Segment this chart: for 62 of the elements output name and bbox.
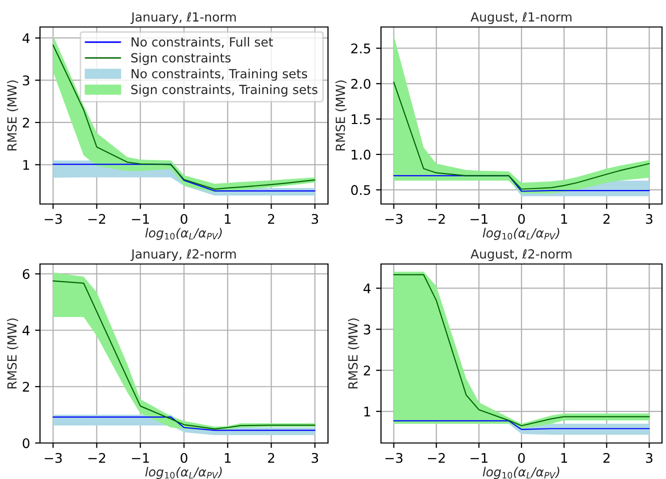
y-tick-label: 3 <box>364 324 370 334</box>
x-tick-label: 3 <box>312 214 318 224</box>
x-tick-label: −1 <box>470 453 488 463</box>
y-tick-label: 1 <box>364 406 370 416</box>
x-tick-label: −3 <box>385 214 402 224</box>
chart-title: January, ℓ2-norm <box>130 249 236 262</box>
y-tick-label: 1 <box>23 160 30 170</box>
x-axis-title: log$_{10}$(α$_{L}$/α$_{PV}$) <box>482 466 560 479</box>
x-tick-label: −1 <box>132 214 149 224</box>
x-tick-label: −2 <box>88 214 106 224</box>
x-axis-title: log$_{10}$(α$_{L}$/α$_{PV}$) <box>145 228 222 240</box>
legend-label: Sign constraints, Training sets <box>131 84 318 97</box>
legend-label: No constraints, Training sets <box>132 68 308 81</box>
x-tick-label: 1 <box>224 453 231 463</box>
y-axis-title: RMSE (MW) <box>7 318 18 388</box>
x-tick-label: 2 <box>603 214 610 224</box>
y-tick-label: 0.5 <box>351 185 370 196</box>
legend-label: Sign constraints <box>131 52 231 65</box>
x-tick-label: 0 <box>518 452 525 463</box>
y-axis-title: RMSE (MW) <box>335 80 347 150</box>
y-tick-label: 6 <box>22 269 30 280</box>
x-tick-label: 1 <box>561 214 568 224</box>
x-tick-label: 2 <box>268 452 274 463</box>
x-tick-label: 2 <box>268 214 274 224</box>
x-axis-title: log$_{10}$(α$_{L}$/α$_{PV}$) <box>145 466 222 479</box>
y-tick-label: 2.5 <box>351 43 370 54</box>
x-tick-label: −2 <box>88 452 106 463</box>
x-tick-label: −1 <box>132 453 149 463</box>
x-tick-label: 0 <box>180 452 188 463</box>
y-tick-label: 2 <box>364 366 370 376</box>
y-tick-label: 4 <box>364 284 371 294</box>
y-tick-label: 2.0 <box>351 78 370 89</box>
y-tick-label: 4 <box>22 326 30 336</box>
x-tick-label: −3 <box>44 214 62 224</box>
y-tick-label: 3 <box>22 75 30 86</box>
legend-label: No constraints, Full set <box>132 37 273 48</box>
chart-title: August, ℓ1-norm <box>470 12 572 24</box>
y-tick-label: 1.0 <box>352 150 370 160</box>
y-tick-label: 2 <box>22 382 29 392</box>
x-axis-title: log$_{10}$(α$_{L}$/α$_{PV}$) <box>482 228 560 240</box>
x-tick-label: 0 <box>180 214 188 224</box>
y-tick-label: 1.5 <box>352 114 370 124</box>
x-tick-label: 1 <box>561 453 568 463</box>
chart-title: January, ℓ1-norm <box>130 12 236 24</box>
x-tick-label: 0 <box>518 214 525 224</box>
x-tick-label: −2 <box>428 214 445 224</box>
x-tick-label: −2 <box>428 452 445 463</box>
chart-title: August, ℓ2-norm <box>470 249 572 262</box>
y-tick-label: 4 <box>22 33 30 43</box>
y-axis-title: RMSE (MW) <box>7 80 18 150</box>
y-tick-label: 2 <box>22 118 29 128</box>
y-axis-title: RMSE (MW) <box>348 318 360 388</box>
x-tick-label: 2 <box>603 452 610 463</box>
x-tick-label: 1 <box>224 214 231 224</box>
x-tick-label: 3 <box>312 452 318 463</box>
x-tick-label: −3 <box>44 452 62 463</box>
x-tick-label: 3 <box>646 214 652 224</box>
x-tick-label: 3 <box>646 452 652 463</box>
line-series <box>393 82 650 190</box>
y-tick-label: 0 <box>22 438 30 448</box>
x-tick-label: −3 <box>385 452 402 463</box>
x-tick-label: −1 <box>470 214 488 224</box>
